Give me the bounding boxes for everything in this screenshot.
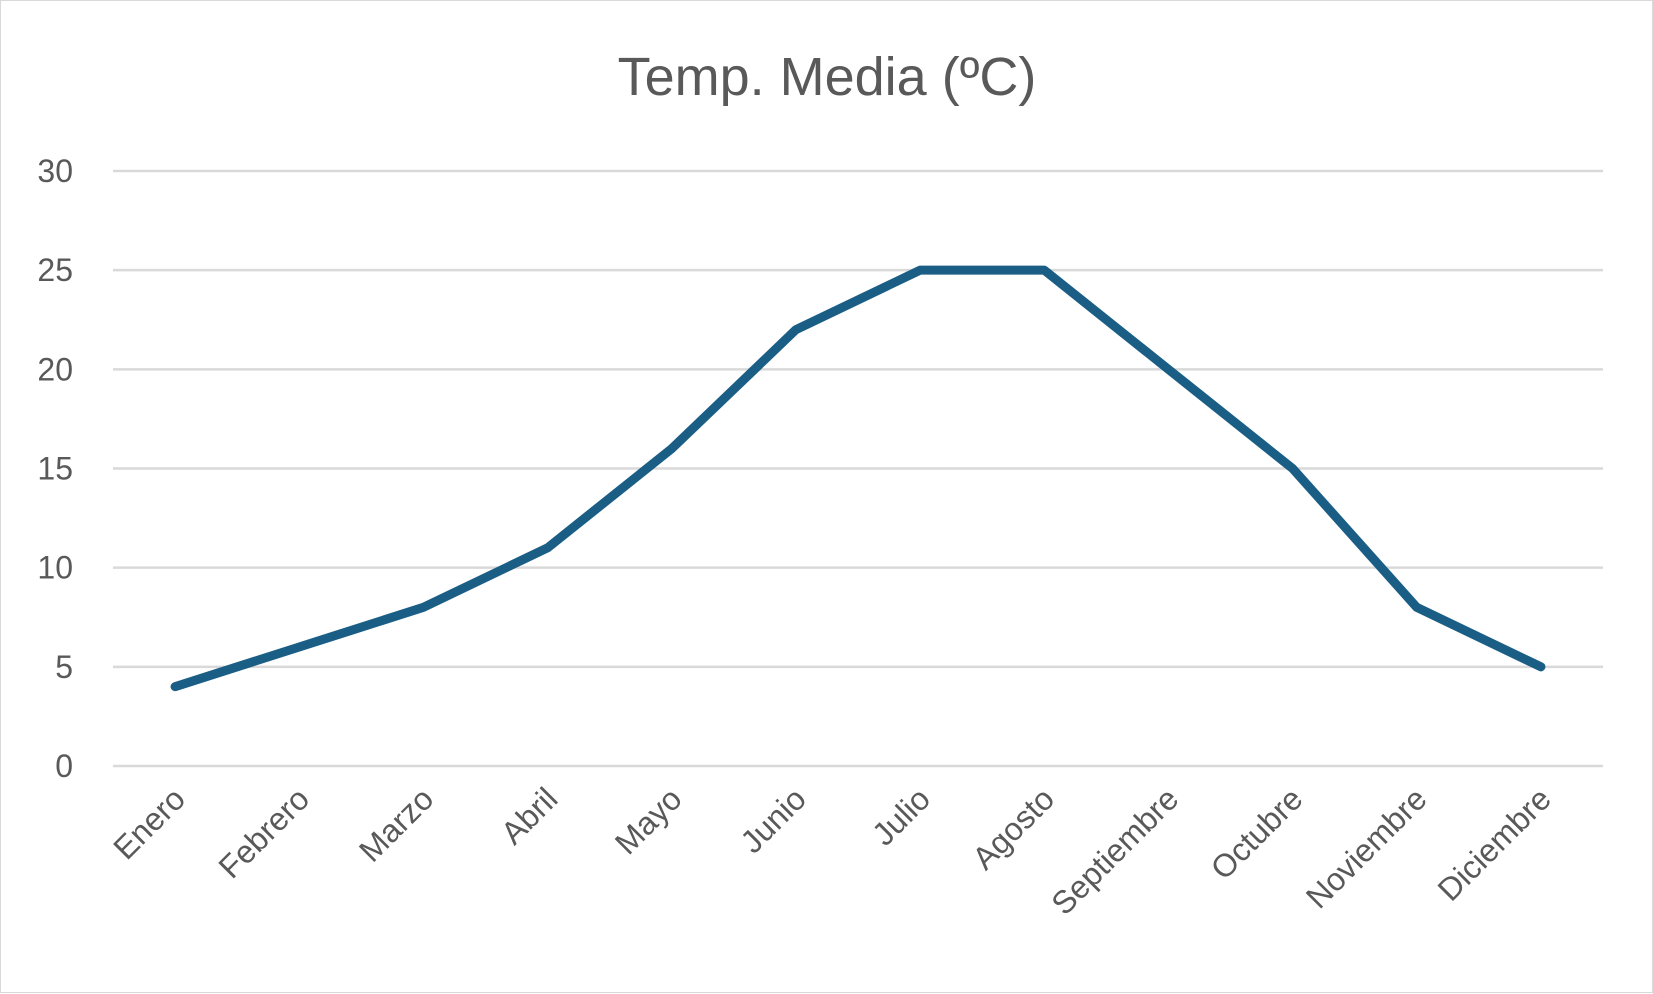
x-tick-label-julio: Julio bbox=[865, 780, 937, 852]
y-tick-label-15: 15 bbox=[37, 451, 73, 487]
x-tick-label-mayo: Mayo bbox=[608, 780, 689, 861]
data-point-febrero bbox=[298, 646, 300, 648]
y-axis-tick-labels: 0 5 10 15 20 25 30 bbox=[37, 153, 73, 784]
data-point-octubre bbox=[1292, 468, 1294, 469]
x-axis-tick-labels: Enero Febrero Marzo Abril Mayo Junio Julio Agos… bbox=[106, 780, 1558, 921]
y-tick-label-30: 30 bbox=[37, 153, 73, 189]
x-tick-label-noviembre: Noviembre bbox=[1299, 780, 1434, 915]
x-tick-label-marzo: Marzo bbox=[352, 780, 440, 868]
x-tick-label-enero: Enero bbox=[106, 780, 192, 866]
x-tick-label-diciembre: Diciembre bbox=[1431, 780, 1558, 907]
y-tick-label-0: 0 bbox=[55, 748, 73, 784]
series-line-0 bbox=[170, 265, 1546, 692]
data-point-mayo bbox=[671, 448, 673, 450]
data-point-junio bbox=[795, 329, 797, 331]
series-layer bbox=[170, 265, 1546, 692]
y-tick-label-5: 5 bbox=[55, 649, 73, 685]
data-point-diciembre bbox=[1540, 666, 1542, 668]
y-tick-label-10: 10 bbox=[37, 550, 73, 586]
x-tick-label-agosto: Agosto bbox=[965, 780, 1061, 876]
x-tick-label-junio: Junio bbox=[733, 780, 813, 860]
gridlines bbox=[113, 169, 1603, 768]
x-tick-label-abril: Abril bbox=[494, 780, 565, 851]
data-point-abril bbox=[547, 547, 549, 549]
y-tick-label-20: 20 bbox=[37, 351, 73, 387]
x-tick-label-octubre: Octubre bbox=[1204, 780, 1310, 886]
data-point-noviembre bbox=[1416, 606, 1418, 608]
data-point-marzo bbox=[422, 606, 424, 608]
data-point-enero bbox=[174, 686, 176, 688]
data-point-agosto bbox=[1043, 269, 1045, 271]
data-point-septiembre bbox=[1167, 368, 1169, 370]
y-tick-label-25: 25 bbox=[37, 252, 73, 288]
x-tick-label-septiembre: Septiembre bbox=[1044, 780, 1185, 921]
x-tick-label-febrero: Febrero bbox=[212, 780, 317, 885]
data-point-julio bbox=[919, 269, 921, 271]
chart-title: Temp. Media (ºC) bbox=[618, 47, 1037, 107]
